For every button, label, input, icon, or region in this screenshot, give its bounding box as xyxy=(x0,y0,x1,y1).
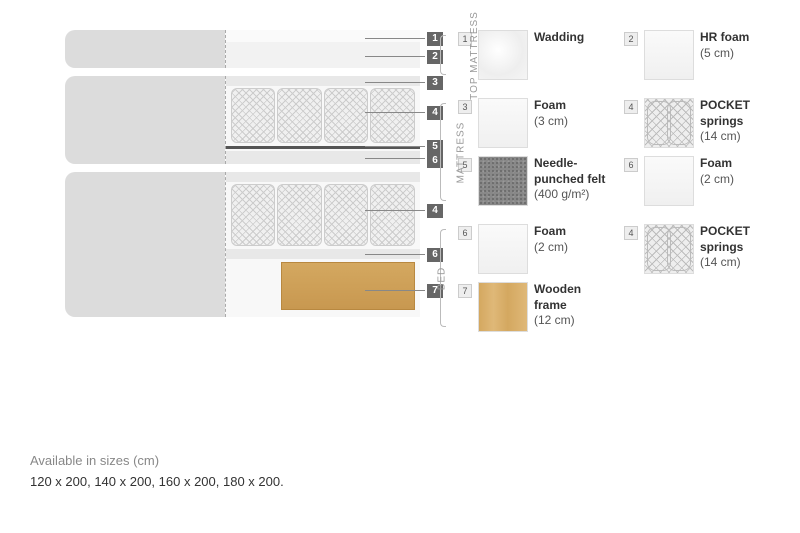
legend-text: HR foam(5 cm) xyxy=(700,30,749,61)
legend-text: Foam(3 cm) xyxy=(534,98,568,129)
legend-title: HR foam xyxy=(700,30,749,46)
legend-text: Wadding xyxy=(534,30,584,46)
legend-item: 1Wadding xyxy=(458,30,614,80)
items-top-mattress: 1Wadding 2 HR foam(5 cm) xyxy=(450,30,780,80)
legend-text: POCKET springs(14 cm) xyxy=(700,98,780,145)
legend-sub: (2 cm) xyxy=(534,240,568,256)
legend-item: 4 POCKET springs(14 cm) xyxy=(624,224,780,274)
legend-title: POCKET springs xyxy=(700,98,780,129)
legend-num: 6 xyxy=(624,158,638,172)
legend-item: 6 Foam(2 cm) xyxy=(458,224,614,274)
swatch-sw-springs xyxy=(644,98,694,148)
diagram-area: 8 cm 19 cm xyxy=(65,30,420,317)
legend-item: 7 Wooden frame(12 cm) xyxy=(458,282,614,332)
swatch-sw-wood xyxy=(478,282,528,332)
legend-num: 6 xyxy=(458,226,472,240)
swatch-sw-wadding xyxy=(478,30,528,80)
legend-title: POCKET springs xyxy=(700,224,780,255)
sizes-label: Available in sizes (cm) xyxy=(30,451,284,472)
label-bed: BED xyxy=(436,266,447,290)
legend-sub: (5 cm) xyxy=(700,46,749,62)
items-bed: 6 Foam(2 cm) 4 POCKET springs(14 cm) 7 Wooden… xyxy=(450,224,780,332)
legend-sub: (400 g/m²) xyxy=(534,187,614,203)
layer-top-mattress: 8 cm xyxy=(65,30,420,68)
label-mattress: MATTRESS xyxy=(455,121,466,183)
legend-num: 4 xyxy=(624,100,638,114)
legend-title: Foam xyxy=(534,98,568,114)
legend-title: Foam xyxy=(534,224,568,240)
legend-text: Needle-punched felt(400 g/m²) xyxy=(534,156,614,203)
sizes-list: 120 x 200, 140 x 200, 160 x 200, 180 x 2… xyxy=(30,472,284,493)
legend-text: POCKET springs(14 cm) xyxy=(700,224,780,271)
legend-sub: (14 cm) xyxy=(700,129,780,145)
label-top-mattress: TOP MATTRESS xyxy=(469,11,480,100)
legend-sub: (12 cm) xyxy=(534,313,614,329)
legend-item: 5Needle-punched felt(400 g/m²) xyxy=(458,156,614,206)
legend-text: Wooden frame(12 cm) xyxy=(534,282,614,329)
section-mattress: MATTRESS 3Foam(3 cm)4POCKET springs(14 c… xyxy=(430,98,780,206)
legend-item: 3 Foam(3 cm) xyxy=(458,98,614,148)
legend-text: Foam(2 cm) xyxy=(700,156,734,187)
legend-title: Wadding xyxy=(534,30,584,46)
legend-item: 2 HR foam(5 cm) xyxy=(624,30,780,80)
swatch-sw-felt xyxy=(478,156,528,206)
items-mattress: 3Foam(3 cm)4POCKET springs(14 cm)5Needle… xyxy=(450,98,780,206)
section-bed: BED 6 Foam(2 cm) 4 POCKET springs(14 cm) 7 Wo… xyxy=(430,224,780,332)
swatch-sw-foam xyxy=(478,224,528,274)
swatch-sw-springs xyxy=(644,224,694,274)
ptr-4b: 4 xyxy=(427,204,443,218)
legend-title: Foam xyxy=(700,156,734,172)
legend-num: 3 xyxy=(458,100,472,114)
legend-num: 2 xyxy=(624,32,638,46)
legend-item: 6 Foam(2 cm) xyxy=(624,156,780,206)
legend-num: 4 xyxy=(624,226,638,240)
legend-panel: TOP MATTRESS 1Wadding 2 HR foam(5 cm) MATT… xyxy=(430,0,800,533)
swatch-sw-foam xyxy=(644,30,694,80)
legend-item: 4 POCKET springs(14 cm) xyxy=(624,98,780,148)
legend-text: Foam(2 cm) xyxy=(534,224,568,255)
diagram-panel: 8 cm 19 cm xyxy=(0,0,430,533)
legend-title: Wooden frame xyxy=(534,282,614,313)
swatch-sw-foam xyxy=(478,98,528,148)
legend-num: 7 xyxy=(458,284,472,298)
section-top-mattress: TOP MATTRESS 1Wadding2HR foam(5 cm) xyxy=(430,30,780,80)
legend-sub: (2 cm) xyxy=(700,172,734,188)
sizes-block: Available in sizes (cm) 120 x 200, 140 x… xyxy=(30,451,284,493)
layer-mattress: 19 cm xyxy=(65,76,420,164)
legend-title: Needle-punched felt xyxy=(534,156,614,187)
legend-sub: (3 cm) xyxy=(534,114,568,130)
main-container: 8 cm 19 cm xyxy=(0,0,800,533)
legend-sub: (14 cm) xyxy=(700,255,780,271)
swatch-sw-foam xyxy=(644,156,694,206)
layer-bed: 30 cm xyxy=(65,172,420,317)
